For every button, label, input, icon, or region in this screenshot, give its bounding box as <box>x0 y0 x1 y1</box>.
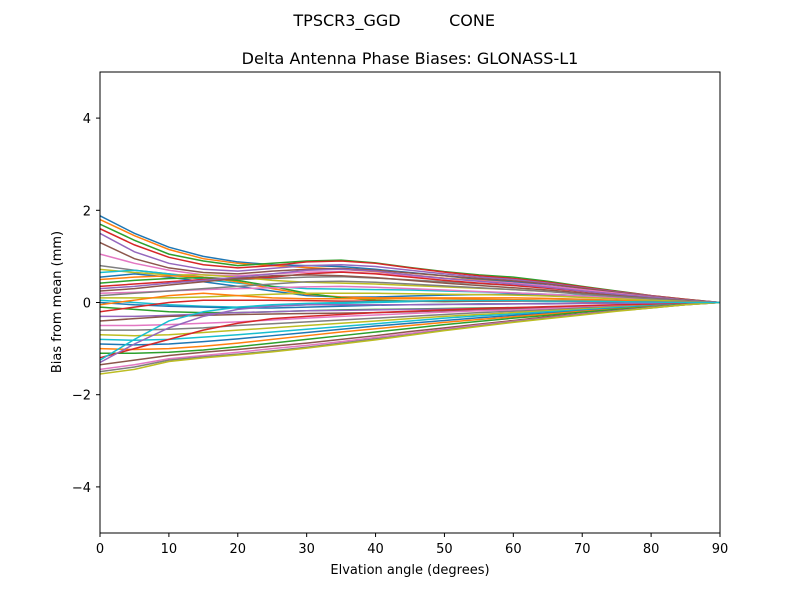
y-axis-label: Bias from mean (mm) <box>50 231 65 373</box>
chart-title: Delta Antenna Phase Biases: GLONASS-L1 <box>242 49 579 68</box>
series-line <box>100 268 720 304</box>
series-line <box>100 301 720 327</box>
x-axis: 0 10 20 30 40 50 60 70 80 90 <box>96 533 728 557</box>
x-tick-label: 20 <box>230 542 247 557</box>
x-tick-label: 0 <box>96 542 104 557</box>
y-tick-label: 0 <box>83 297 91 312</box>
x-tick-label: 10 <box>161 542 178 557</box>
x-tick-label: 80 <box>643 542 660 557</box>
series-line <box>100 292 720 304</box>
series-line <box>100 301 720 364</box>
series-line <box>100 299 720 361</box>
series-line <box>100 301 720 359</box>
x-axis-label: Elvation angle (degrees) <box>330 563 489 578</box>
x-tick-label: 50 <box>436 542 453 557</box>
x-tick-label: 70 <box>574 542 591 557</box>
y-tick-label: 4 <box>83 112 91 127</box>
y-tick-label: 2 <box>83 204 91 219</box>
x-tick-label: 90 <box>712 542 729 557</box>
y-tick-label: −2 <box>72 389 91 404</box>
x-tick-label: 40 <box>367 542 384 557</box>
series-line <box>100 301 720 354</box>
series-line <box>100 301 720 375</box>
series-line <box>100 285 720 304</box>
series-layer <box>100 215 720 375</box>
series-line <box>100 274 720 304</box>
y-tick-label: −4 <box>72 481 91 496</box>
series-line <box>100 228 720 304</box>
series-line <box>100 241 720 304</box>
x-tick-label: 30 <box>298 542 315 557</box>
y-axis: −4 −2 0 2 4 <box>72 112 100 496</box>
suptitle-right: CONE <box>449 11 495 30</box>
series-line <box>100 280 720 304</box>
suptitle-left: TPSCR3_GGD <box>292 11 400 31</box>
series-line <box>100 301 720 342</box>
x-tick-label: 60 <box>505 542 522 557</box>
